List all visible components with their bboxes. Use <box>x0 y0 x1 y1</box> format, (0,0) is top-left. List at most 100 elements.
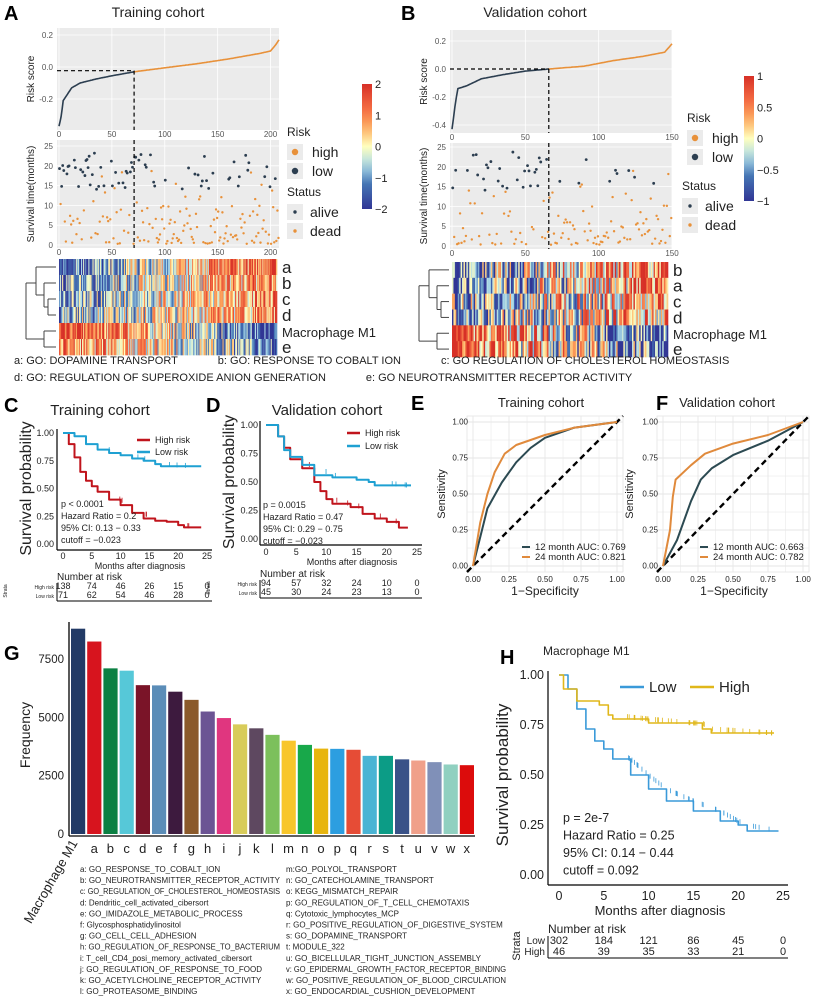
heatmap-cell <box>216 275 218 292</box>
y-tick-label: 0.25 <box>240 506 258 516</box>
heatmap-cell <box>500 262 503 279</box>
heatmap-cell <box>547 309 549 326</box>
heatmap-cell <box>248 275 251 292</box>
heatmap-cell <box>486 325 489 342</box>
status-point-alive <box>244 153 248 157</box>
heatmap-cell <box>485 277 487 294</box>
heatmap-cell <box>176 339 178 356</box>
heatmap-cell <box>262 323 264 340</box>
status-point-dead <box>168 222 171 225</box>
heatmap-cell <box>578 309 581 326</box>
heatmap-cell <box>598 309 601 326</box>
heatmap-cell <box>256 275 258 292</box>
x-tick-label: 0 <box>60 551 65 561</box>
heatmap-cell <box>454 325 457 342</box>
legend-dot-low <box>691 153 699 161</box>
heatmap-cell <box>617 262 620 279</box>
heatmap-cell <box>170 339 172 356</box>
heatmap-cell <box>551 341 554 358</box>
heatmap-cell <box>165 291 168 308</box>
heatmap-cell <box>219 323 221 340</box>
heatmap-cell <box>99 291 102 308</box>
heatmap-cell <box>564 341 567 358</box>
heatmap-cell <box>130 259 132 276</box>
heatmap-cell <box>207 275 210 292</box>
heatmap-cell <box>485 262 487 279</box>
heatmap-cell <box>218 307 220 324</box>
heatmap-cell <box>477 325 480 342</box>
risk-count: 54 <box>116 590 126 600</box>
heatmap-row <box>452 262 669 279</box>
legend-label: Low <box>649 679 677 696</box>
heatmap-cell <box>260 275 262 292</box>
heatmap-cell <box>265 307 267 324</box>
status-point-alive <box>537 156 541 160</box>
status-point-alive <box>627 169 631 172</box>
heatmap-cell <box>248 307 251 324</box>
y-tick-label: -0.2 <box>39 95 53 104</box>
heatmap-cell <box>492 309 495 326</box>
heatmap-cell <box>195 323 197 340</box>
heatmap-cell <box>239 291 241 308</box>
heatmap-cell <box>640 325 643 342</box>
heatmap-cell <box>201 307 203 324</box>
heatmap-cell <box>637 277 640 294</box>
heatmap-cell <box>663 293 666 310</box>
status-point-alive <box>123 186 127 189</box>
heatmap-cell <box>453 309 456 326</box>
x-tick-label: 100 <box>592 249 606 258</box>
heatmap-cell <box>114 307 116 324</box>
heatmap-cell <box>261 275 263 292</box>
heatmap-cell <box>112 323 114 340</box>
heatmap-cell <box>587 325 590 342</box>
heatmap-cell <box>180 275 182 292</box>
stat-text: Hazard Ratio = 0.2 <box>61 511 136 521</box>
heatmap-cell <box>224 307 226 324</box>
category-label: l <box>271 841 274 856</box>
status-point-dead <box>259 241 262 244</box>
heatmap-cell <box>632 277 634 294</box>
heatmap-cell <box>85 275 87 292</box>
heatmap-cell <box>85 259 87 276</box>
status-point-dead <box>656 217 660 221</box>
heatmap-cell <box>63 339 65 356</box>
heatmap-cell <box>249 259 252 276</box>
risk-count: 57 <box>291 578 301 588</box>
heatmap-cell <box>159 275 161 292</box>
heatmap-cell <box>236 307 238 324</box>
heatmap-cell <box>600 277 603 294</box>
bar-legend-entry: l: GO_PROTEASOME_BINDING <box>80 987 197 996</box>
heatmap-cell <box>627 293 630 310</box>
heatmap-cell <box>220 291 222 308</box>
heatmap-cell <box>81 323 83 340</box>
heatmap-cell <box>650 293 653 310</box>
heatmap-cell <box>666 293 669 310</box>
heatmap-cell <box>583 309 585 326</box>
status-point-dead <box>661 228 664 231</box>
heatmap-cell <box>588 325 591 342</box>
heatmap-cell <box>526 309 529 326</box>
risk-count: 94 <box>261 578 271 588</box>
heatmap-cell <box>636 262 639 279</box>
heatmap-cell <box>222 339 224 356</box>
heatmap-cell <box>139 339 142 356</box>
status-point-dead <box>104 241 108 244</box>
y-tick-label: 25 <box>437 143 446 152</box>
heatmap-cell <box>611 341 614 358</box>
heatmap-cell <box>230 323 233 340</box>
heatmap-cell <box>624 293 627 310</box>
bar-i <box>216 718 231 834</box>
heatmap-cell <box>73 323 76 340</box>
heatmap-cell <box>94 339 96 356</box>
heatmap-cell <box>254 307 257 324</box>
status-point-dead <box>63 220 67 223</box>
status-point-dead <box>183 224 186 227</box>
heatmap-cell <box>90 259 92 276</box>
heatmap-cell <box>174 339 176 356</box>
heatmap-cell <box>198 291 200 308</box>
heatmap-cell <box>251 291 254 308</box>
legend-label: dead <box>705 217 736 233</box>
heatmap-cell <box>499 262 502 279</box>
heatmap-cell <box>531 262 533 279</box>
heatmap-cell <box>88 275 90 292</box>
